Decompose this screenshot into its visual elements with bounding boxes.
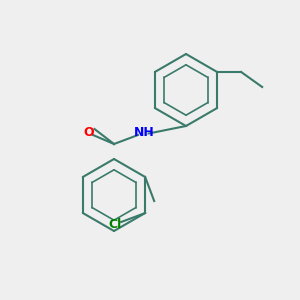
Text: Cl: Cl <box>109 218 122 232</box>
Text: O: O <box>83 125 94 139</box>
Text: NH: NH <box>134 125 154 139</box>
